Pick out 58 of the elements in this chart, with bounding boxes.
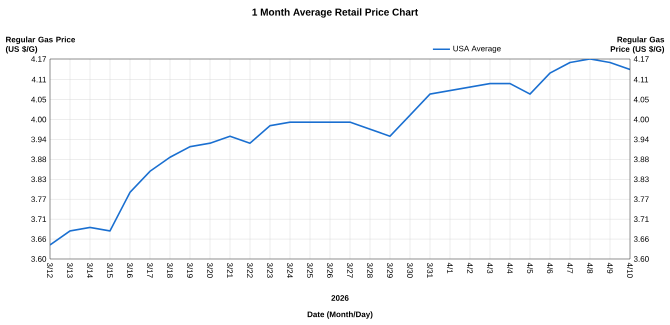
y-tick-label: 3.77 bbox=[31, 196, 46, 202]
x-tick-label: 4/4 bbox=[507, 262, 513, 274]
y2-tick-label: 3.77 bbox=[634, 196, 649, 202]
x-tick-label: 4/5 bbox=[527, 262, 533, 274]
x-tick-label: 4/8 bbox=[587, 262, 593, 274]
y-tick-label: 3.71 bbox=[31, 216, 46, 222]
y-tick-label: 3.83 bbox=[31, 176, 46, 182]
y-tick-label: 3.88 bbox=[31, 156, 46, 162]
x-tick-label: 4/3 bbox=[487, 262, 493, 274]
y-tick-label: 3.66 bbox=[31, 236, 46, 242]
y-tick-label: 4.05 bbox=[31, 96, 46, 102]
y-axis-title: Regular Gas Price (US $/G) bbox=[6, 36, 76, 54]
x-tick-label: 3/18 bbox=[167, 262, 173, 278]
x-tick-label: 4/1 bbox=[447, 262, 453, 274]
y2-tick-label: 4.11 bbox=[634, 76, 648, 82]
x-tick-label: 3/31 bbox=[427, 262, 433, 278]
x-tick-label: 3/26 bbox=[327, 262, 333, 278]
x-tick-label: 3/14 bbox=[87, 262, 93, 278]
x-tick-label: 3/21 bbox=[227, 262, 233, 278]
y2-tick-label: 3.83 bbox=[634, 176, 649, 182]
y-tick-label: 4.11 bbox=[32, 76, 46, 82]
y-tick-label: 3.94 bbox=[31, 136, 46, 142]
x-tick-label: 3/30 bbox=[407, 262, 413, 278]
text: 2026 bbox=[331, 295, 349, 301]
x-tick-label: 4/6 bbox=[547, 262, 553, 274]
x-tick-label: 3/27 bbox=[347, 262, 353, 278]
chart-title: 1 Month Average Retail Price Chart bbox=[252, 8, 418, 18]
y-tick-label: 4.17 bbox=[31, 56, 46, 62]
x-tick-label: 3/25 bbox=[307, 262, 313, 278]
x-tick-label: 3/16 bbox=[127, 262, 133, 278]
x-tick-label: 4/7 bbox=[567, 262, 573, 274]
x-axis-title: Date (Month/Day) bbox=[308, 311, 372, 319]
y2-tick-label: 3.88 bbox=[634, 156, 649, 162]
x-tick-label: 4/9 bbox=[607, 262, 613, 274]
y2-tick-label: 3.66 bbox=[634, 236, 649, 242]
y2-axis-title: Regular Gas Price (US $/G) bbox=[610, 36, 664, 54]
x-tick-label: 3/24 bbox=[287, 262, 293, 278]
y2-tick-label: 3.94 bbox=[634, 136, 649, 142]
x-tick-label: 3/13 bbox=[67, 262, 73, 278]
x-tick-label: 4/10 bbox=[627, 262, 633, 278]
y2-tick-label: 4.00 bbox=[634, 116, 649, 122]
y-tick-label: 3.60 bbox=[31, 256, 46, 262]
x-tick-label: 3/17 bbox=[147, 262, 153, 278]
x-tick-label: 3/29 bbox=[387, 262, 393, 278]
x-tick-label: 3/23 bbox=[267, 262, 273, 278]
y2-tick-label: 4.05 bbox=[634, 96, 649, 102]
y2-tick-label: 4.17 bbox=[634, 56, 649, 62]
y2-tick-label: 3.71 bbox=[634, 216, 649, 222]
x-tick-label: 3/22 bbox=[247, 262, 253, 278]
x-tick-label: 3/28 bbox=[367, 262, 373, 278]
x-tick-label: 3/20 bbox=[207, 262, 213, 278]
x-tick-label: 3/12 bbox=[47, 262, 53, 278]
x-tick-label: 4/2 bbox=[467, 262, 473, 274]
legend-label: USA Average bbox=[453, 46, 501, 53]
y-tick-label: 4.00 bbox=[31, 116, 46, 122]
x-tick-label: 3/15 bbox=[107, 262, 113, 278]
x-tick-label: 3/19 bbox=[187, 262, 193, 278]
y2-tick-label: 3.60 bbox=[634, 256, 649, 262]
